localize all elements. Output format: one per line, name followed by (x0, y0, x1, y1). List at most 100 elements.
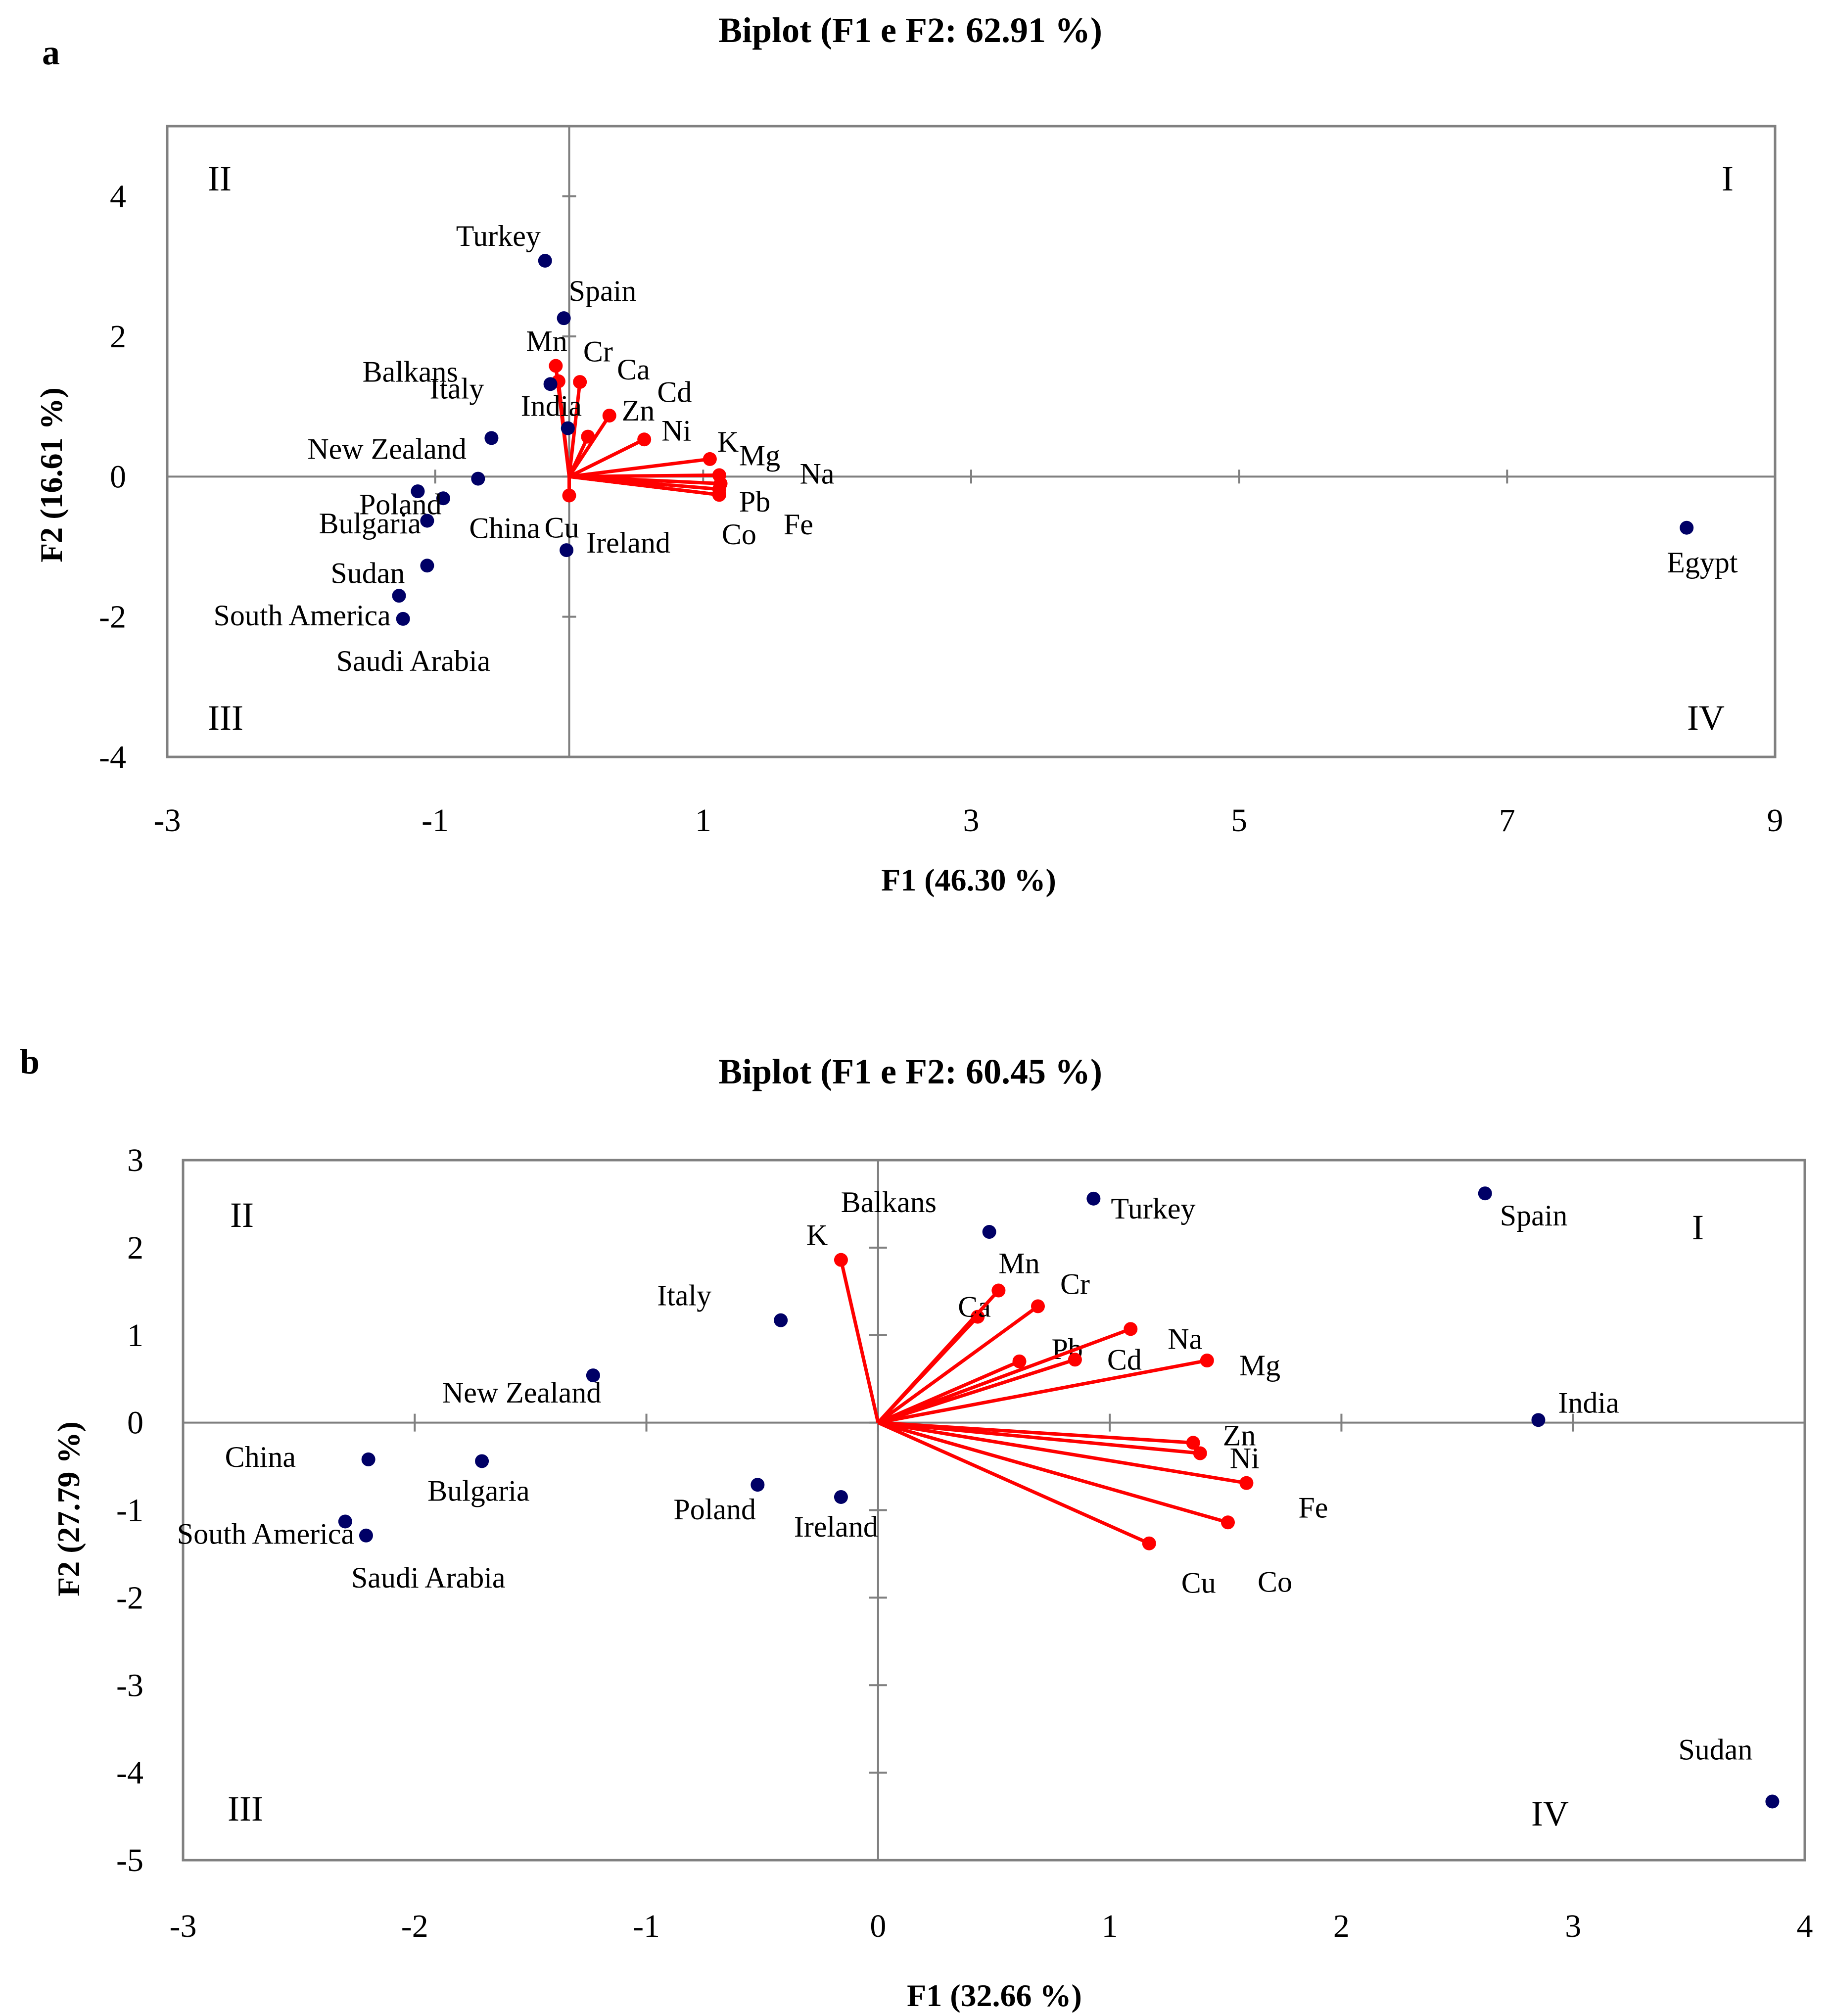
panel-a: a Biplot (F1 e F2: 62.91 %) -3 -1 1 3 5 7 9 -4… (34, 10, 1783, 897)
variable-vector-k (839, 1259, 880, 1423)
panel-b-observation-points: Balkans Turkey Spain Italy New Zealand India C… (177, 1186, 1780, 1809)
variable-vector-tip-cd (1068, 1353, 1082, 1367)
variable-label-k: K (717, 425, 739, 458)
variable-label-co: Co (1258, 1565, 1292, 1598)
panel-b: b Biplot (F1 e F2: 60.45 %) -3 -2 -1 0 1 2 3 4 … (20, 1042, 1813, 2013)
panel-b-label: b (20, 1042, 40, 1081)
variable-vector-mn (877, 1289, 1000, 1424)
variable-vector-tip-cu (1142, 1536, 1156, 1550)
variable-vector-tip-co (1220, 1515, 1235, 1530)
observation-label-india: India (1558, 1386, 1619, 1419)
observation-label-ireland: Ireland (794, 1510, 878, 1543)
panel-b-y-tick-labels: -5 -4 -3 -2 -1 0 1 2 3 (116, 1142, 143, 1878)
variable-vector-fe (878, 1421, 1247, 1485)
observation-label-new-zealand: New Zealand (442, 1376, 602, 1409)
observation-point-bulgaria (411, 484, 425, 499)
y-tick-label: -2 (99, 599, 126, 635)
variable-label-cd: Cd (1107, 1343, 1142, 1376)
variable-label-zn: Zn (1223, 1419, 1256, 1452)
observation-label-spain: Spain (1500, 1199, 1568, 1232)
observation-point-italy (774, 1313, 788, 1327)
x-tick-label: -1 (422, 802, 449, 839)
observation-point-ireland (560, 543, 574, 558)
variable-label-na: Na (1168, 1322, 1202, 1355)
quadrant-label-iv: IV (1531, 1794, 1569, 1833)
panel-a-y-tick-labels: -4 -2 0 2 4 (99, 179, 126, 775)
variable-vector-tip-co (712, 488, 726, 502)
observation-point-india (1531, 1413, 1546, 1427)
x-tick-label: 1 (695, 802, 711, 839)
quadrant-label-ii: II (230, 1195, 254, 1235)
observation-label-turkey: Turkey (456, 220, 541, 252)
observation-point-turkey (538, 254, 552, 268)
variable-vector-mg (878, 1359, 1208, 1425)
x-tick-label: 3 (963, 802, 980, 839)
variable-vector-ni (568, 438, 645, 478)
panel-b-axes (183, 1160, 1805, 1860)
variable-label-cu: Cu (545, 512, 579, 544)
x-tick-label: 3 (1565, 1908, 1581, 1944)
x-tick-label: 4 (1797, 1908, 1813, 1944)
variable-label-mg: Mg (1239, 1349, 1280, 1382)
panel-b-x-tick-labels: -3 -2 -1 0 1 2 3 4 (170, 1908, 1813, 1944)
observation-point-italy (484, 431, 499, 445)
y-tick-label: -2 (116, 1580, 143, 1616)
variable-vector-tip-cr (1031, 1299, 1045, 1313)
x-tick-label: -3 (170, 1908, 197, 1944)
observation-label-italy: Italy (657, 1279, 711, 1312)
observation-label-china: China (469, 512, 540, 545)
observation-point-spain (1478, 1186, 1492, 1201)
observation-point-sudan (420, 559, 434, 573)
variable-vector-co (877, 1421, 1228, 1524)
x-tick-label: 2 (1333, 1908, 1350, 1944)
y-tick-label: -4 (99, 739, 126, 775)
observation-label-turkey: Turkey (1111, 1192, 1195, 1225)
observation-label-south-america: South America (177, 1517, 354, 1550)
quadrant-label-iv: IV (1687, 698, 1725, 738)
observation-label-ireland: Ireland (586, 526, 670, 559)
observation-label-egypt: Egypt (1667, 546, 1738, 579)
variable-label-cu: Cu (1181, 1567, 1216, 1599)
variable-vector-tip-k (703, 452, 717, 466)
panel-a-y-axis-label: F2 (16.61 %) (34, 387, 69, 563)
variable-label-mn: Mn (526, 325, 567, 358)
y-tick-label: 0 (110, 459, 126, 495)
quadrant-label-ii: II (208, 159, 232, 198)
variable-label-pb: Pb (739, 485, 770, 518)
variable-vector-tip-k (834, 1253, 848, 1267)
panel-a-title: Biplot (F1 e F2: 62.91 %) (718, 10, 1102, 50)
quadrant-label-iii: III (208, 698, 243, 738)
observation-label-balkans: Balkans (841, 1186, 937, 1219)
variable-label-ca: Ca (617, 353, 650, 386)
observation-label-india: India (521, 390, 582, 422)
y-tick-label: 3 (127, 1142, 143, 1178)
quadrant-label-iii: III (228, 1789, 263, 1828)
variable-label-zn: Zn (622, 394, 655, 427)
observation-label-south-america: South America (214, 599, 391, 632)
variable-vector-tip-ca (573, 375, 587, 389)
variable-vector-tip-mg (1200, 1354, 1214, 1368)
observation-label-sudan: Sudan (1678, 1733, 1752, 1766)
observation-point-saudi-arabia (359, 1528, 373, 1543)
observation-label-saudi-arabia: Saudi Arabia (336, 645, 491, 677)
variable-label-fe: Fe (784, 508, 813, 541)
panel-a-x-axis-label: F1 (46.30 %) (881, 862, 1056, 897)
variable-vector-tip-ni (637, 432, 652, 447)
y-tick-label: 4 (110, 179, 126, 215)
variable-label-cd: Cd (657, 376, 692, 409)
y-tick-label: -4 (116, 1755, 143, 1791)
panel-b-title: Biplot (F1 e F2: 60.45 %) (718, 1052, 1102, 1091)
observation-point-south-america (338, 1514, 352, 1529)
variable-label-k: K (806, 1219, 828, 1252)
y-tick-label: -1 (116, 1493, 143, 1529)
variable-vector-na (877, 1327, 1131, 1424)
quadrant-label-i: I (1722, 159, 1734, 198)
observation-label-bulgaria: Bulgaria (319, 507, 421, 540)
variable-label-mg: Mg (739, 439, 780, 472)
variable-vector-tip-cu (562, 488, 576, 503)
panel-b-x-axis-label: F1 (32.66 %) (907, 1978, 1082, 2013)
